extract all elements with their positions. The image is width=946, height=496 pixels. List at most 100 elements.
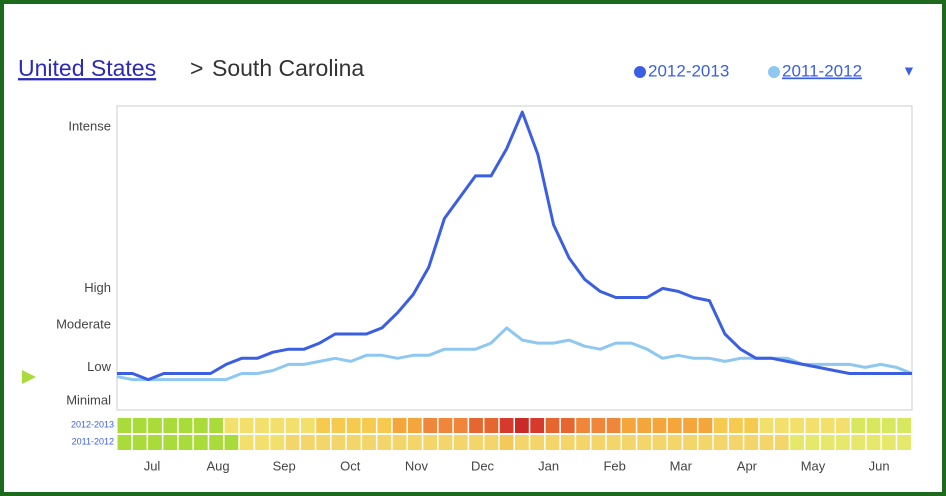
breadcrumb-link[interactable]: United States (18, 55, 156, 81)
heat-cell (622, 418, 636, 433)
y-tick-label: Moderate (56, 316, 111, 331)
heat-cell (713, 418, 728, 433)
heat-cell (377, 418, 392, 433)
heat-cell (652, 435, 667, 450)
heat-cell (683, 418, 697, 433)
heat-cell (622, 435, 636, 450)
heat-cell (193, 435, 208, 450)
heat-cell (836, 418, 850, 433)
heat-cell (132, 418, 147, 433)
heat-cell (255, 435, 269, 450)
heat-cell (499, 418, 514, 433)
heat-cell (453, 418, 468, 433)
heat-cell (881, 418, 896, 433)
heat-cell (652, 418, 667, 433)
heat-cell (591, 418, 606, 433)
heat-cell (148, 435, 162, 450)
heat-cell (132, 435, 147, 450)
y-tick-label: High (84, 280, 111, 295)
plot-area (116, 105, 913, 411)
heat-cell (300, 418, 315, 433)
heat-cell (346, 435, 361, 450)
heat-cell (790, 435, 804, 450)
heat-cell (530, 418, 545, 433)
heat-cell (300, 435, 315, 450)
heat-cell (545, 435, 560, 450)
heat-row-label: 2012-2013 (71, 419, 114, 429)
heat-cell (851, 418, 866, 433)
heat-cell (148, 418, 162, 433)
heat-cell (270, 435, 285, 450)
heat-cell (255, 418, 269, 433)
heat-cell (545, 418, 560, 433)
series-line (117, 110, 912, 382)
y-tick-label: Intense (68, 119, 111, 134)
heat-cell (805, 418, 820, 433)
x-tick-label: Dec (471, 458, 495, 473)
heat-cell (484, 435, 499, 450)
heat-cell (897, 435, 911, 450)
heat-cell (377, 435, 392, 450)
heat-cell (897, 418, 911, 433)
x-tick-label: Apr (737, 458, 758, 473)
heat-cell (331, 418, 346, 433)
heat-cell (881, 435, 896, 450)
heat-cell (362, 418, 376, 433)
heat-cell (239, 418, 254, 433)
heat-cell (637, 418, 652, 433)
x-tick-label: Mar (670, 458, 693, 473)
x-tick-label: Nov (405, 458, 429, 473)
heat-cell (163, 435, 178, 450)
heat-cell (683, 435, 697, 450)
heat-cell (759, 435, 774, 450)
heat-cell (407, 435, 422, 450)
heat-cell (484, 418, 499, 433)
heat-cell (438, 435, 453, 450)
heat-cell (805, 435, 820, 450)
heat-cell (438, 418, 453, 433)
heat-cell (224, 418, 239, 433)
heat-cell (469, 435, 483, 450)
heat-cell (469, 418, 483, 433)
heat-cell (209, 418, 224, 433)
heat-cell (453, 435, 468, 450)
heat-cell (576, 435, 590, 450)
heat-cell (606, 418, 621, 433)
heat-cell (515, 418, 529, 433)
legend-menu-icon[interactable]: ▼ (902, 63, 916, 79)
heat-cell (224, 435, 239, 450)
heat-cell (560, 435, 575, 450)
heat-cell (667, 435, 682, 450)
heat-cell (316, 435, 331, 450)
heat-cell (576, 418, 590, 433)
heat-cell (774, 418, 789, 433)
legend-label[interactable]: 2011-2012 (782, 61, 862, 80)
heat-row-label: 2011-2012 (72, 436, 114, 446)
x-tick-label: May (801, 458, 826, 473)
heat-cell (729, 435, 743, 450)
heat-cell (392, 435, 407, 450)
heat-cell (591, 435, 606, 450)
heat-cell (178, 418, 193, 433)
heat-cell (362, 435, 376, 450)
x-tick-label: Sep (273, 458, 296, 473)
heat-cell (117, 418, 132, 433)
heat-cell (239, 435, 254, 450)
heat-cell (392, 418, 407, 433)
x-tick-label: Jan (538, 458, 559, 473)
heat-cell (193, 418, 208, 433)
heat-cell (744, 435, 759, 450)
heat-cell (346, 418, 361, 433)
heat-cell (866, 435, 881, 450)
heat-cell (423, 418, 438, 433)
heat-cell (729, 418, 743, 433)
heat-cell (270, 418, 285, 433)
heat-cell (117, 435, 132, 450)
heat-cell (698, 435, 713, 450)
heat-cell (423, 435, 438, 450)
x-tick-label: Jun (869, 458, 890, 473)
series-line (116, 326, 913, 382)
legend-swatch (768, 66, 780, 78)
heat-cell (515, 435, 529, 450)
heat-cell (790, 418, 804, 433)
